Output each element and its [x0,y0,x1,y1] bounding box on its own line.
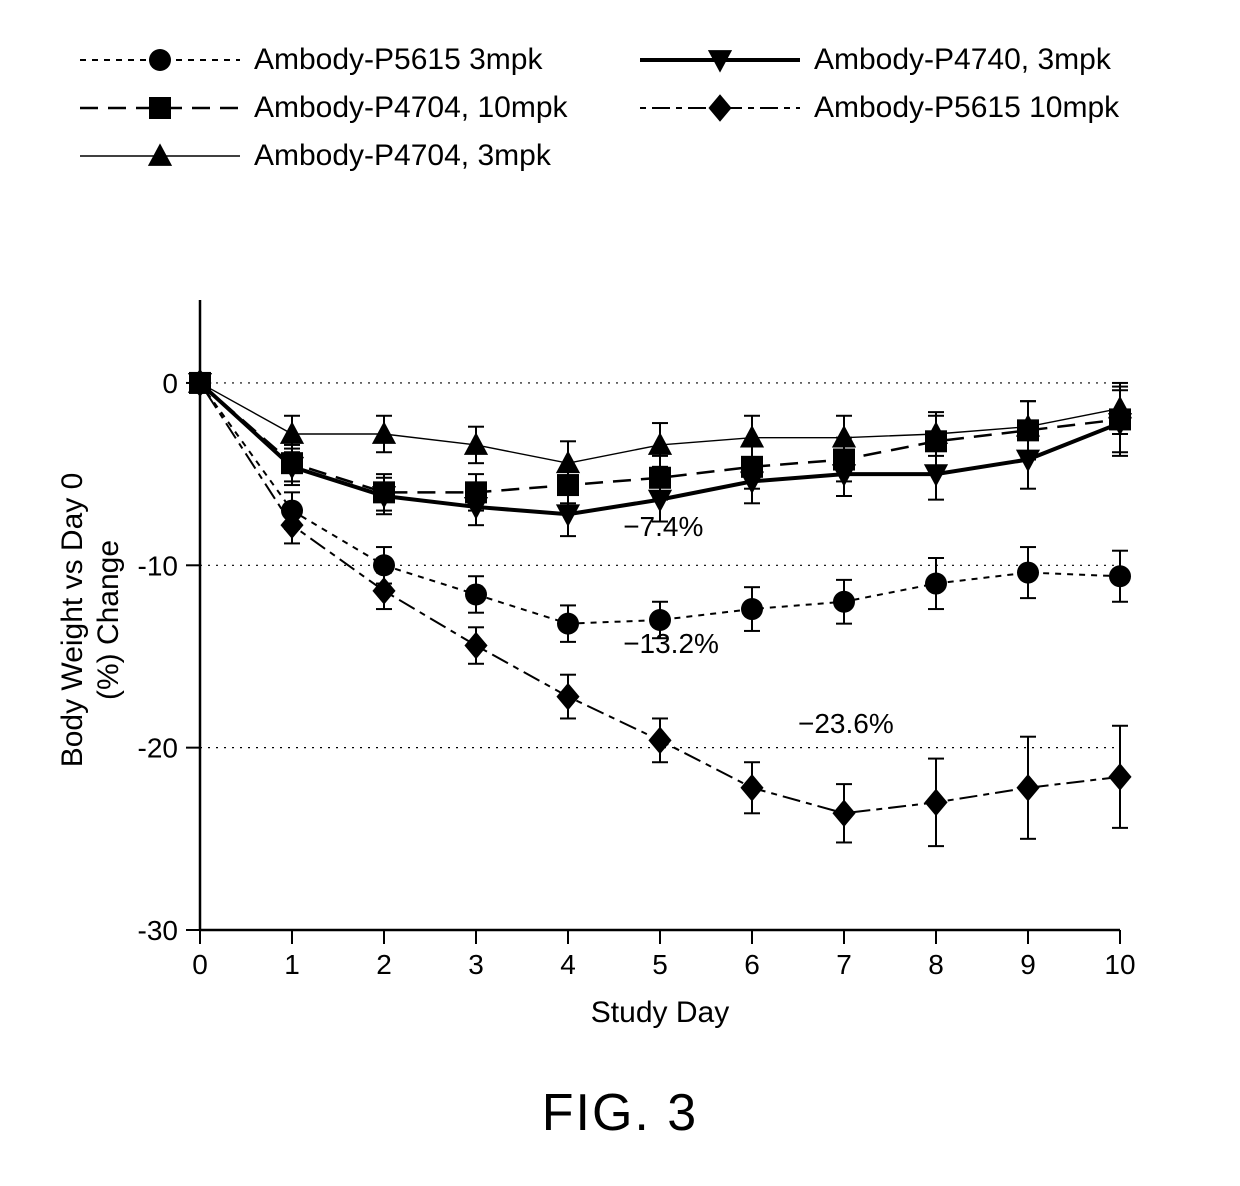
legend-label: Ambody-P4704, 3mpk [254,139,552,172]
y-tick: -30 [138,915,178,946]
legend-item-p4704_10: Ambody-P4704, 10mpk [80,91,569,124]
x-tick: 8 [928,949,944,980]
figure-svg: Ambody-P5615 3mpk Ambody-P4704, 10mpk Ambo… [20,20,1220,1166]
x-tick: 3 [468,949,484,980]
legend-item-p4740_3: Ambody-P4740, 3mpk [640,43,1112,76]
legend-label: Ambody-P5615 10mpk [814,91,1120,124]
x-tick: 1 [284,949,300,980]
x-tick: 10 [1104,949,1135,980]
x-tick: 7 [836,949,852,980]
legend-item-p5615_3: Ambody-P5615 3mpk [80,43,543,76]
x-axis-label: Study Day [591,996,729,1029]
x-tick: 4 [560,949,576,980]
legend-label: Ambody-P4740, 3mpk [814,43,1112,76]
annotation: −23.6% [798,708,894,739]
y-axis-label: Body Weight vs Day 0(%) Change [56,473,125,768]
chart: 0 -10 -20 -30 0 1 2 3 4 5 6 7 8 9 10 Study Day Body Weig… [56,300,1136,1029]
y-tick: 0 [162,368,178,399]
figure-label: FIG. 3 [542,1084,698,1142]
annotation: −13.2% [623,628,719,659]
legend-item-p5615_10: Ambody-P5615 10mpk [640,91,1120,124]
svg-text:(%) Change: (%) Change [92,540,125,700]
y-tick: -20 [138,733,178,764]
x-tick: 2 [376,949,392,980]
legend-item-p4704_3: Ambody-P4704, 3mpk [80,139,552,172]
svg-text:Body Weight vs Day 0: Body Weight vs Day 0 [56,473,89,768]
legend: Ambody-P5615 3mpk Ambody-P4704, 10mpk Ambo… [80,43,1120,172]
x-tick: 5 [652,949,668,980]
y-tick: -10 [138,550,178,581]
legend-label: Ambody-P5615 3mpk [254,43,543,76]
x-tick: 0 [192,949,208,980]
x-tick: 6 [744,949,760,980]
annotation: −7.4% [623,511,703,542]
x-tick: 9 [1020,949,1036,980]
legend-label: Ambody-P4704, 10mpk [254,91,569,124]
